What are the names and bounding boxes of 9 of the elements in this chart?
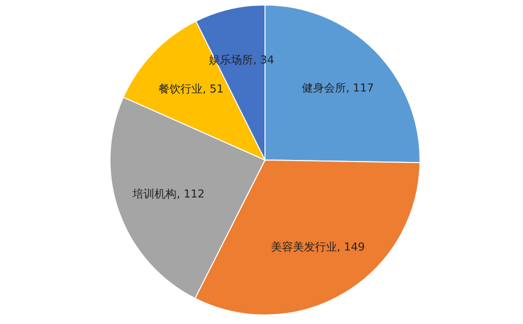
data-label: , 112 — [176, 187, 205, 200]
data-label: , 51 — [202, 82, 224, 96]
data-label: , 117 — [346, 81, 374, 94]
slice-label: 健身会所 — [302, 81, 346, 94]
slice-label: 餐饮行业 — [158, 82, 203, 96]
slice-label: 美容美发行业 — [270, 240, 337, 254]
slice-label: 娱乐场所 — [209, 53, 254, 66]
slice-label: 培训机构 — [132, 187, 177, 200]
data-label: , 149 — [336, 240, 365, 254]
